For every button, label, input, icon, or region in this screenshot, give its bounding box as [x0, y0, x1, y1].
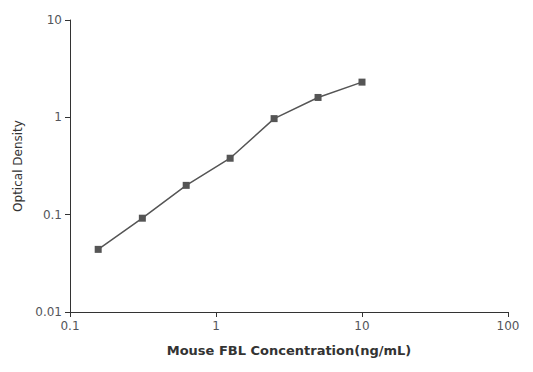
svg-text:10: 10 — [47, 13, 62, 27]
svg-text:1: 1 — [212, 319, 220, 333]
svg-text:0.01: 0.01 — [35, 305, 62, 319]
svg-text:Optical Density: Optical Density — [11, 120, 25, 212]
svg-text:10: 10 — [354, 319, 369, 333]
svg-text:0.1: 0.1 — [60, 319, 79, 333]
svg-text:0.1: 0.1 — [43, 208, 62, 222]
svg-text:100: 100 — [497, 319, 520, 333]
svg-text:1: 1 — [54, 110, 62, 124]
svg-text:Mouse FBL Concentration(ng/mL): Mouse FBL Concentration(ng/mL) — [167, 343, 412, 358]
